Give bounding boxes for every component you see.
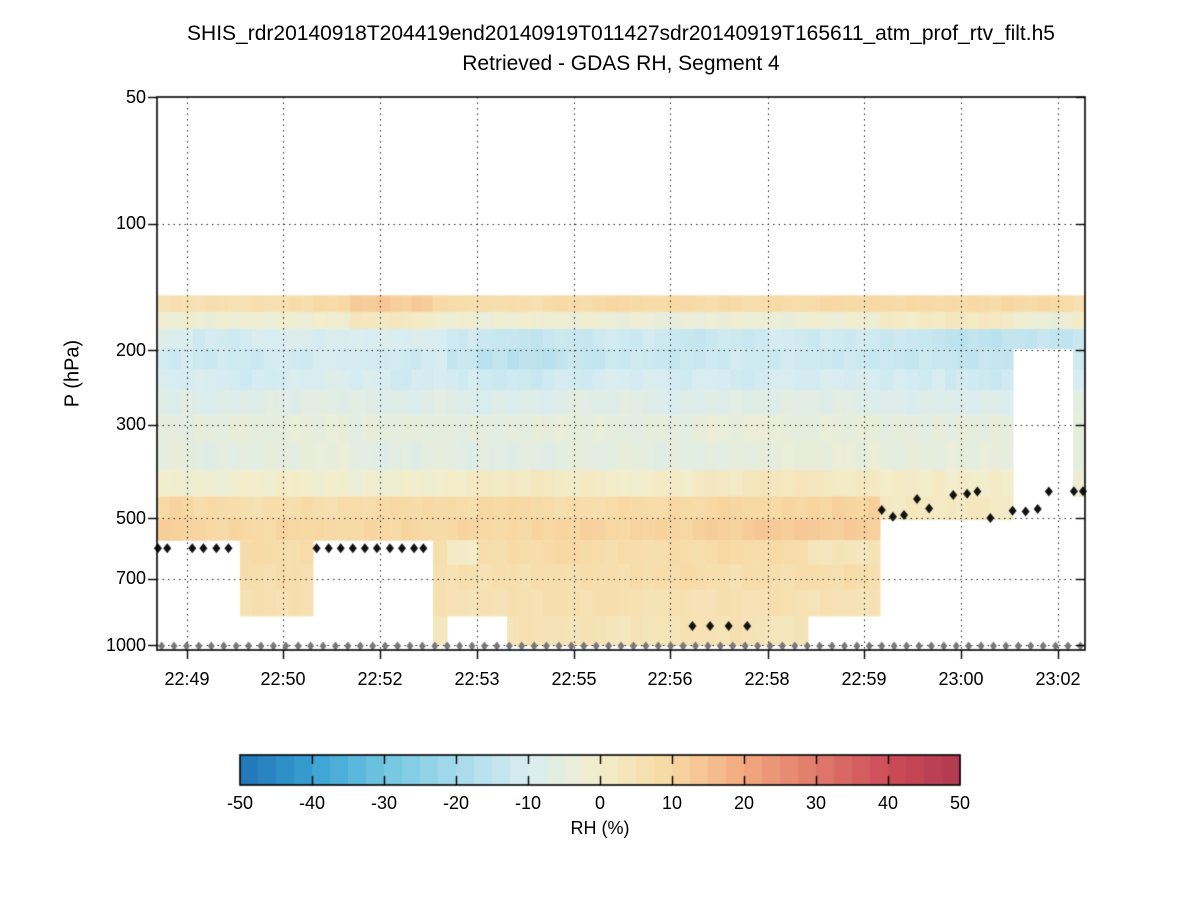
cb-tick-10: 10 <box>661 793 683 813</box>
colorbar-label: RH (%) <box>570 818 630 838</box>
cb-tick-m50: -50 <box>226 793 253 813</box>
y-tick-50: 50 <box>125 87 146 107</box>
cb-tick-m30: -30 <box>370 793 397 813</box>
x-tick-2259: 22:59 <box>841 669 887 689</box>
cb-tick-20: 20 <box>733 793 755 813</box>
cb-tick-m40: -40 <box>298 793 325 813</box>
x-tick-2302: 23:02 <box>1035 669 1081 689</box>
figure-subtitle: Retrieved - GDAS RH, Segment 4 <box>462 52 780 75</box>
x-tick-2252: 22:52 <box>357 669 403 689</box>
cb-tick-50: 50 <box>949 793 971 813</box>
figure-title-filename: SHIS_rdr20140918T204419end20140919T01142… <box>187 22 1055 45</box>
x-tick-2255: 22:55 <box>551 669 597 689</box>
y-tick-200: 200 <box>115 340 146 360</box>
cb-tick-40: 40 <box>877 793 899 813</box>
x-tick-2300: 23:00 <box>938 669 984 689</box>
x-tick-2250: 22:50 <box>260 669 306 689</box>
y-tick-500: 500 <box>115 508 146 528</box>
cb-tick-30: 30 <box>805 793 827 813</box>
cb-tick-m10: -10 <box>514 793 541 813</box>
y-tick-700: 700 <box>115 568 146 588</box>
cb-tick-0: 0 <box>594 793 605 813</box>
x-tick-2258: 22:58 <box>744 669 790 689</box>
cb-tick-m20: -20 <box>442 793 469 813</box>
y-tick-300: 300 <box>115 414 146 434</box>
x-tick-2256: 22:56 <box>647 669 693 689</box>
x-tick-2249: 22:49 <box>164 669 210 689</box>
y-tick-1000: 1000 <box>105 635 146 655</box>
x-tick-2253: 22:53 <box>454 669 500 689</box>
y-tick-100: 100 <box>115 213 146 233</box>
